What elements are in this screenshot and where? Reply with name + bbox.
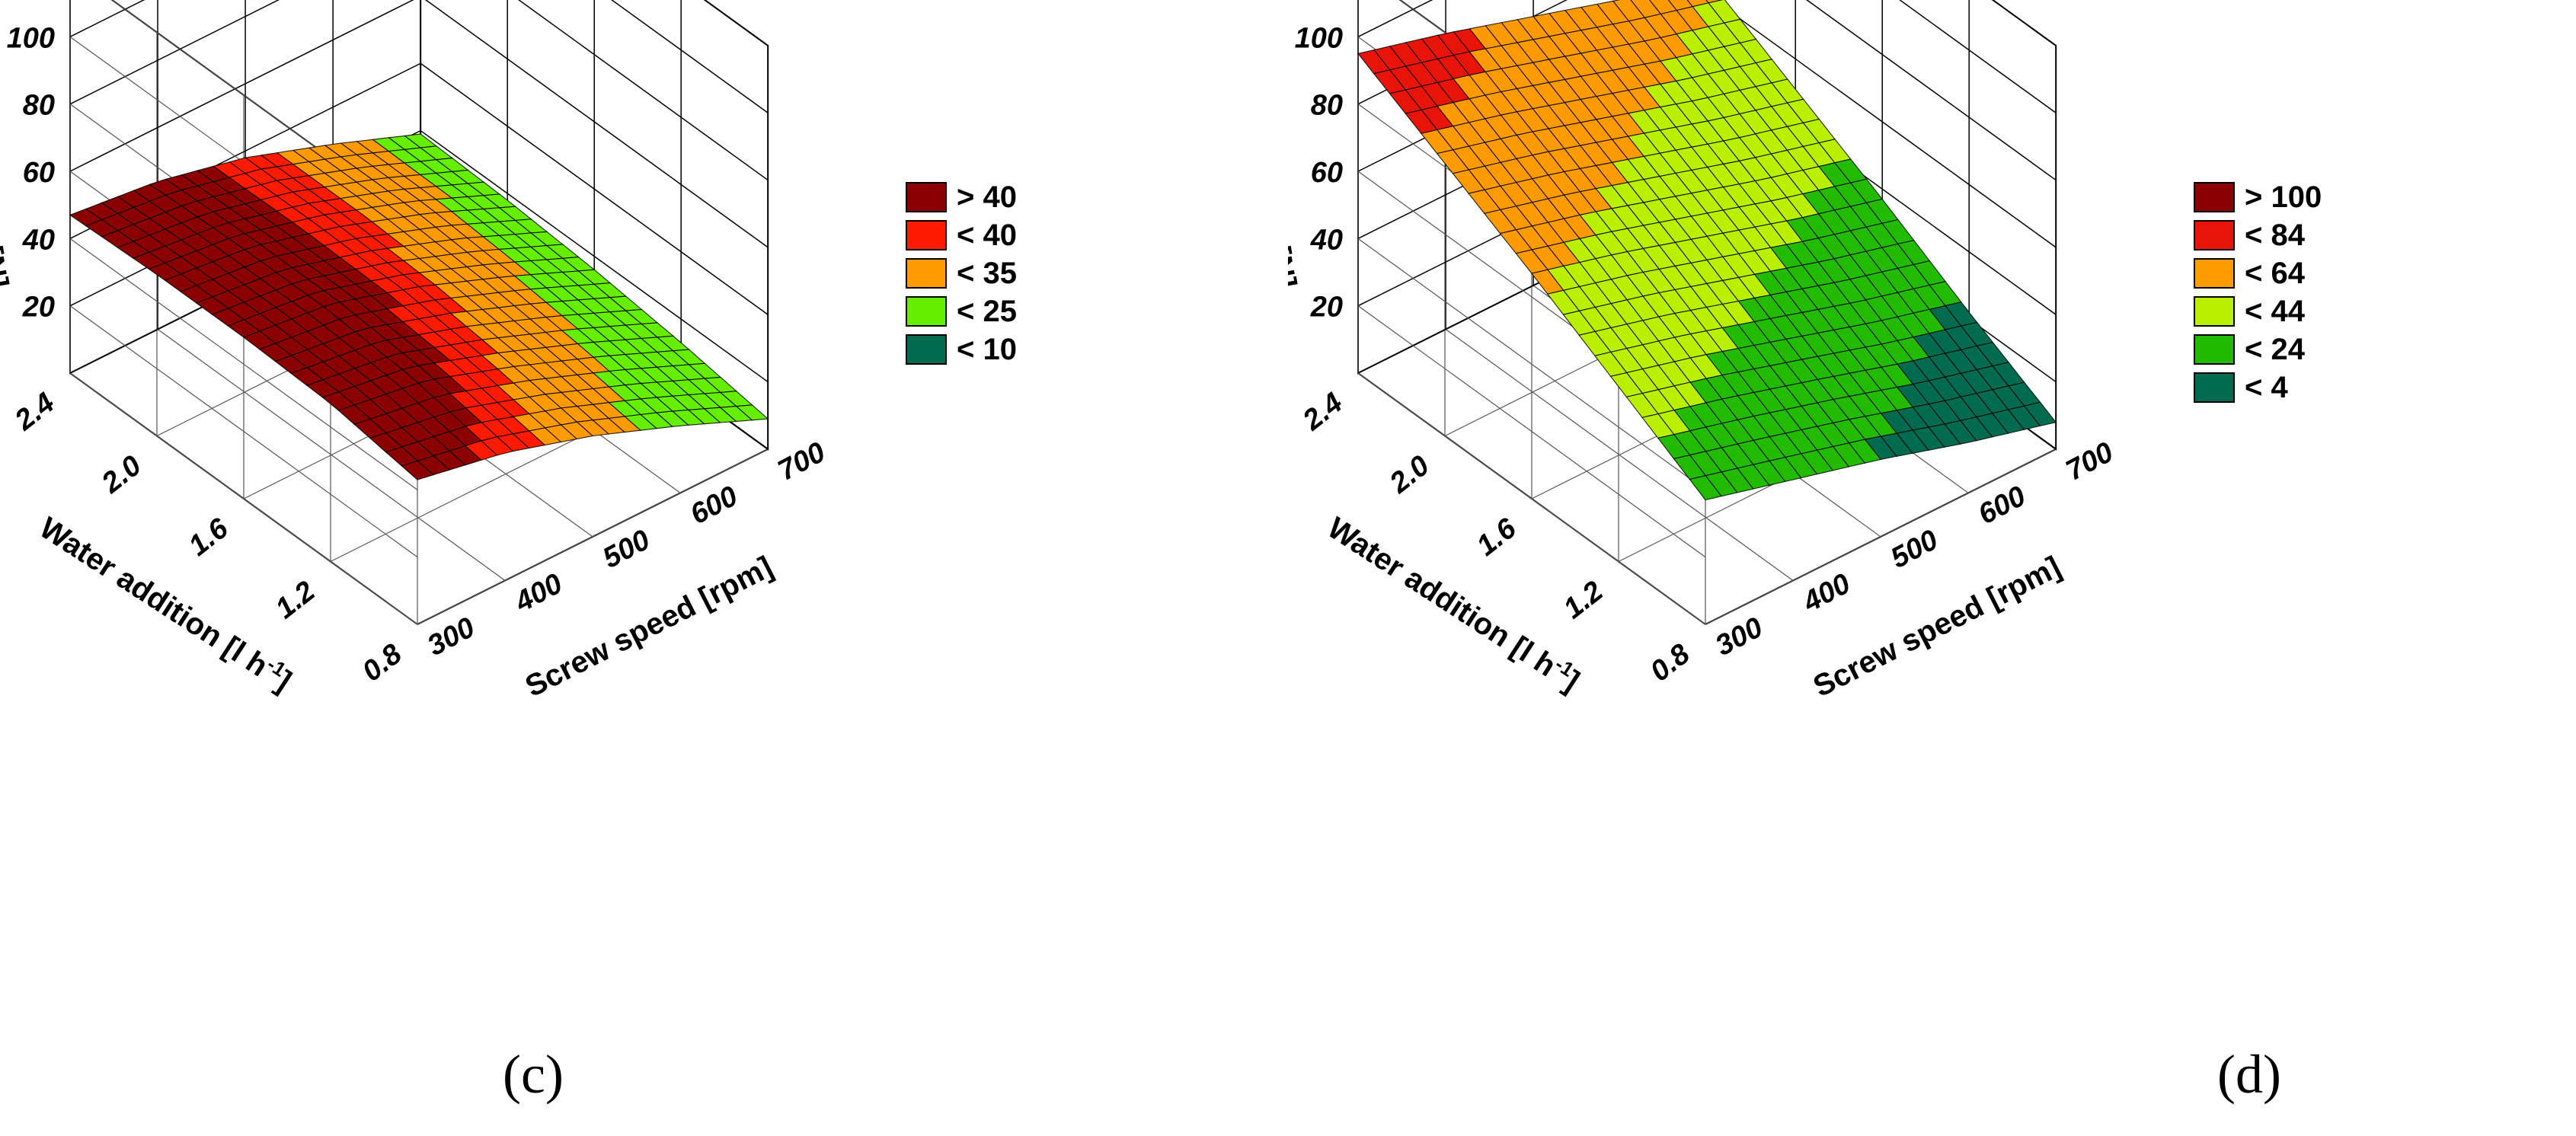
panel-label-c: (c) xyxy=(503,1044,564,1105)
x-axis-label: Screw speed [rpm] xyxy=(520,550,778,704)
y-axis-label: Water addition [l h-1] xyxy=(1322,509,1587,698)
surface-mesh xyxy=(69,133,769,480)
legend-label: > 100 xyxy=(2245,180,2322,214)
y-tick-label: 1.6 xyxy=(1471,512,1523,562)
legend-label: < 35 xyxy=(957,257,1017,290)
z-tick-label: 100 xyxy=(1295,22,1343,54)
z-tick-label: 60 xyxy=(23,157,55,189)
legend-label: < 44 xyxy=(2245,295,2306,328)
surface-plot-c: 204060801001200.81.21.62.02.430040050060… xyxy=(0,0,1017,704)
x-tick-label: 300 xyxy=(423,611,481,662)
chart-panel-c: 204060801001200.81.21.62.02.430040050060… xyxy=(0,0,1017,1105)
z-tick-label: 40 xyxy=(1310,224,1343,256)
x-tick-label: 600 xyxy=(686,480,743,531)
legend-swatch xyxy=(906,182,947,212)
z-axis-label: Cutting force [N] xyxy=(0,49,14,291)
x-tick-label: 400 xyxy=(510,568,568,619)
x-tick-label: 700 xyxy=(2061,436,2119,487)
legend-label: < 4 xyxy=(2245,371,2288,404)
legend: > 40 < 40 < 35 < 25 < 10 xyxy=(906,180,1017,366)
z-tick-label: 20 xyxy=(1310,292,1343,324)
y-axis-label: Water addition [l h-1] xyxy=(34,509,299,698)
z-tick-label: 100 xyxy=(7,22,55,54)
z-axis-label: Cutting force [N] xyxy=(1288,49,1302,291)
legend-label: < 24 xyxy=(2245,333,2306,366)
y-tick-label: 2.0 xyxy=(1383,449,1435,499)
y-tick-label: 1.6 xyxy=(183,512,235,562)
y-tick-label: 2.4 xyxy=(8,387,60,437)
x-tick-label: 400 xyxy=(1798,568,1856,619)
legend-swatch xyxy=(2194,372,2235,403)
surface-plot-d: 204060801001200.81.21.62.02.430040050060… xyxy=(1288,0,2322,704)
legend-swatch xyxy=(906,220,947,250)
y-tick-label: 0.8 xyxy=(356,637,408,688)
y-tick-label: 2.0 xyxy=(95,449,147,499)
legend-label: < 10 xyxy=(957,333,1017,366)
z-tick-label: 60 xyxy=(1311,157,1343,189)
legend-label: < 25 xyxy=(957,295,1017,328)
legend-label: < 64 xyxy=(2245,257,2306,290)
x-tick-label: 700 xyxy=(773,436,831,487)
y-tick-label: 0.8 xyxy=(1644,637,1696,688)
x-tick-label: 500 xyxy=(598,524,656,575)
panel-label-d: (d) xyxy=(2217,1044,2281,1105)
legend-label: < 40 xyxy=(957,219,1017,252)
z-tick-label: 80 xyxy=(1311,90,1343,122)
legend: > 100 < 84 < 64 < 44 < 24 < 4 xyxy=(2194,180,2322,404)
legend-swatch xyxy=(906,258,947,289)
legend-label: > 40 xyxy=(957,180,1017,214)
chart-panel-d: 204060801001200.81.21.62.02.430040050060… xyxy=(1288,0,2576,1136)
z-tick-label: 80 xyxy=(23,90,55,122)
legend-swatch xyxy=(2194,334,2235,365)
x-tick-label: 600 xyxy=(1974,480,2031,531)
legend-swatch xyxy=(906,296,947,327)
y-tick-label: 2.4 xyxy=(1296,387,1348,437)
surface-mesh xyxy=(1357,0,2057,501)
legend-swatch xyxy=(2194,296,2235,327)
y-tick-label: 1.2 xyxy=(1558,575,1609,625)
legend-swatch xyxy=(906,334,947,365)
y-tick-label: 1.2 xyxy=(270,575,321,625)
z-tick-label: 20 xyxy=(22,292,55,324)
z-tick-label: 40 xyxy=(22,224,55,256)
x-axis-label: Screw speed [rpm] xyxy=(1808,550,2066,704)
legend-swatch xyxy=(2194,220,2235,250)
legend-label: < 84 xyxy=(2245,219,2306,252)
x-tick-label: 300 xyxy=(1711,611,1769,662)
legend-swatch xyxy=(2194,182,2235,212)
x-tick-label: 500 xyxy=(1886,524,1944,575)
legend-swatch xyxy=(2194,258,2235,289)
